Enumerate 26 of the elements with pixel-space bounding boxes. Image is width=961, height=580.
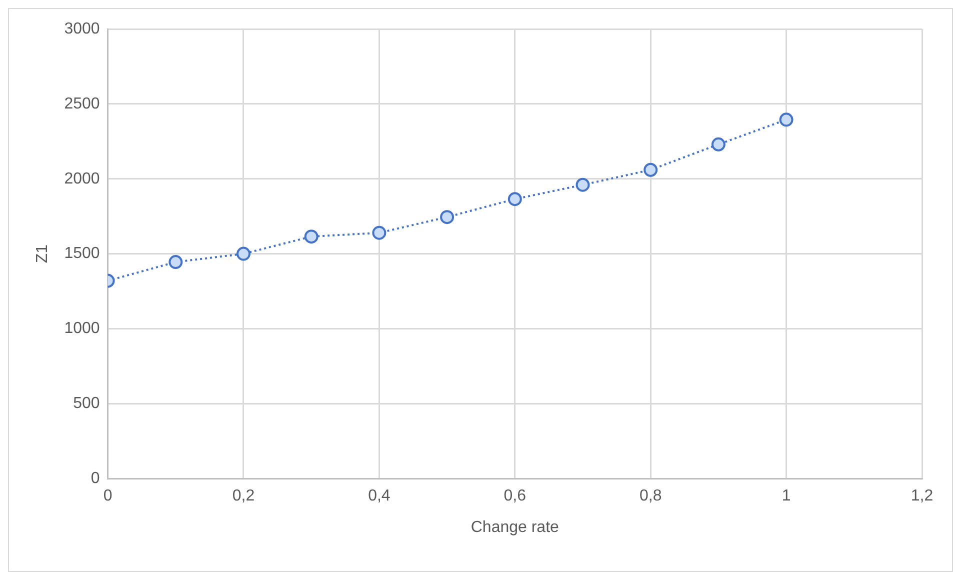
point	[779, 112, 794, 127]
point	[440, 210, 454, 224]
x-tick-label: 0,6	[504, 488, 526, 505]
point	[644, 162, 658, 177]
x-tick-label: 0	[103, 488, 112, 505]
y-tick-label: 1000	[64, 320, 100, 338]
x-tick-label: 1,2	[910, 488, 934, 505]
y-tick-label: 0	[90, 470, 100, 488]
point	[236, 246, 250, 261]
x-tick-label: 0,4	[368, 488, 390, 505]
point	[711, 137, 726, 152]
point	[576, 178, 590, 192]
x-tick-label: 1	[782, 488, 791, 505]
y-tick-label: 2000	[64, 170, 100, 188]
point	[168, 255, 183, 270]
y-tick-label: 1500	[64, 245, 100, 262]
x-tick-label: 0,2	[232, 488, 255, 505]
y-axis-title: Z1	[34, 244, 52, 264]
y-tick-label: 3000	[64, 20, 100, 38]
x-axis-title: Change rate	[470, 518, 560, 536]
y-tick-label: 2500	[64, 95, 100, 112]
point	[508, 192, 522, 206]
y-tick-label: 500	[73, 395, 100, 412]
point	[304, 230, 318, 244]
point	[372, 226, 386, 240]
x-tick-label: 0,8	[639, 488, 662, 505]
